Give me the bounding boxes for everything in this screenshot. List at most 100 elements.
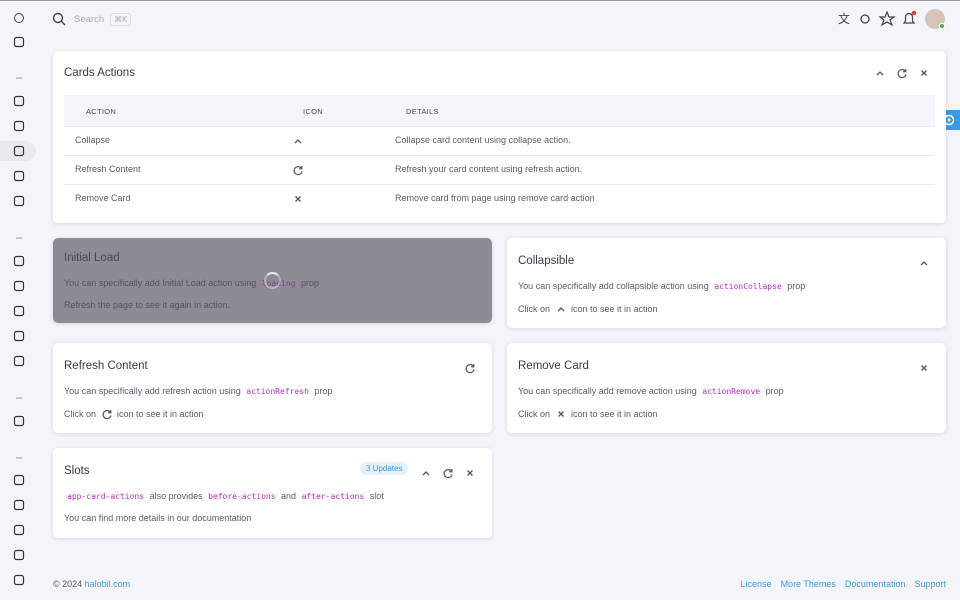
nav-icon[interactable] bbox=[13, 574, 25, 586]
text: You can specifically add remove action u… bbox=[518, 386, 700, 396]
footer-link[interactable]: Support bbox=[914, 579, 946, 589]
code: actionRemove bbox=[702, 386, 761, 396]
up-icon[interactable] bbox=[874, 67, 886, 79]
spinner bbox=[264, 272, 281, 289]
up-icon[interactable] bbox=[420, 467, 432, 479]
actions-card: Cards Actions ACTION ICON DETAILS Collapse Co… bbox=[53, 51, 946, 223]
card-text: You can find more details in our documen… bbox=[64, 513, 251, 523]
nav-icon[interactable] bbox=[13, 95, 25, 107]
nav-icon[interactable] bbox=[13, 145, 25, 157]
nav-icon[interactable] bbox=[13, 12, 25, 24]
nav-icon[interactable] bbox=[13, 450, 25, 462]
x-icon[interactable] bbox=[918, 362, 930, 374]
nav-icon[interactable] bbox=[13, 390, 25, 402]
code: actionCollapse bbox=[714, 281, 782, 291]
column-header: DETAILS bbox=[406, 107, 439, 116]
card-text: app-card-actions also provides before-ac… bbox=[64, 491, 384, 501]
nav-icon[interactable] bbox=[13, 255, 25, 267]
column-header: ACTION bbox=[86, 107, 117, 116]
nav-icon[interactable] bbox=[13, 120, 25, 132]
up-icon[interactable] bbox=[918, 257, 930, 269]
nav-icon[interactable] bbox=[13, 474, 25, 486]
code: actionRefresh bbox=[246, 386, 309, 396]
nav-icon[interactable] bbox=[13, 280, 25, 292]
badge: 3 Updates bbox=[360, 462, 409, 475]
card-text: You can specifically add refresh action … bbox=[64, 386, 332, 396]
row-divider bbox=[64, 184, 935, 185]
row-divider bbox=[64, 155, 935, 156]
card: Remove Card You can specifically add remo… bbox=[507, 343, 946, 433]
x-icon bbox=[557, 411, 564, 417]
text: Click on bbox=[518, 304, 553, 314]
footer-link[interactable]: More Themes bbox=[780, 579, 836, 589]
text: icon to see it in action bbox=[114, 409, 204, 419]
action-cell: Refresh Content bbox=[75, 164, 141, 174]
top-edge bbox=[0, 0, 960, 1]
text: You can specifically add collapsible act… bbox=[518, 281, 712, 291]
action-cell: Collapse bbox=[75, 135, 111, 145]
nav-icon[interactable] bbox=[13, 195, 25, 207]
card-text: You can specifically add remove action u… bbox=[518, 386, 784, 396]
nav-icon[interactable] bbox=[13, 230, 25, 242]
nav-icon[interactable] bbox=[13, 36, 25, 48]
card-title: Cards Actions bbox=[64, 67, 135, 79]
card-title: Collapsible bbox=[518, 255, 575, 267]
theme-icon[interactable] bbox=[860, 14, 870, 24]
code: before-actions bbox=[208, 491, 276, 501]
nav-icon[interactable] bbox=[13, 305, 25, 317]
star-icon[interactable] bbox=[878, 10, 896, 27]
notif-dot bbox=[911, 10, 917, 16]
status-dot bbox=[938, 22, 946, 30]
sidebar bbox=[0, 0, 46, 600]
active-item bbox=[0, 141, 36, 161]
details-cell: Remove card from page using remove card … bbox=[395, 193, 595, 203]
x-icon[interactable] bbox=[464, 467, 476, 479]
text: prop bbox=[763, 386, 784, 396]
nav-icon[interactable] bbox=[13, 355, 25, 367]
text: and bbox=[278, 491, 299, 501]
copyright: © 2024 bbox=[53, 579, 85, 589]
up-icon bbox=[557, 307, 564, 312]
search-placeholder: Search bbox=[74, 13, 105, 25]
card: Collapsible You can specifically add coll… bbox=[507, 238, 946, 328]
footer-link[interactable]: License bbox=[740, 579, 772, 589]
refresh-icon bbox=[102, 410, 112, 420]
refresh-icon[interactable] bbox=[442, 467, 454, 479]
text: icon to see it in action bbox=[568, 304, 658, 314]
text: prop bbox=[311, 386, 333, 396]
card: Slots 3 Updates app-card-actions also prov… bbox=[53, 448, 492, 538]
row-divider bbox=[64, 126, 935, 127]
card: Initial LoadYou can specifically add Ini… bbox=[53, 238, 492, 323]
card-title: Refresh Content bbox=[64, 360, 148, 372]
search[interactable]: Search ⌘K bbox=[52, 10, 132, 28]
text: prop bbox=[784, 281, 806, 291]
bell-icon[interactable] bbox=[902, 12, 916, 24]
nav-icon[interactable] bbox=[13, 170, 25, 182]
table-header bbox=[64, 95, 935, 126]
nav-icon[interactable] bbox=[13, 330, 25, 342]
search-icon bbox=[52, 12, 66, 26]
footer-left: © 2024 halobil.com bbox=[53, 579, 130, 589]
text: slot bbox=[367, 491, 384, 501]
nav-icon[interactable] bbox=[13, 499, 25, 511]
text: Click on bbox=[64, 409, 99, 419]
footer-links: License More Themes Documentation Support bbox=[741, 579, 946, 589]
refresh-icon[interactable] bbox=[464, 362, 476, 374]
nav-icon[interactable] bbox=[13, 70, 25, 82]
details-cell: Refresh your card content using refresh … bbox=[395, 164, 583, 174]
refresh-icon[interactable] bbox=[896, 67, 908, 79]
x-icon[interactable] bbox=[918, 67, 930, 79]
code: after-actions bbox=[301, 491, 365, 501]
card-title: Remove Card bbox=[518, 360, 589, 372]
text: also provides bbox=[147, 491, 206, 501]
nav-icon[interactable] bbox=[13, 415, 25, 427]
text: You can find more details in our documen… bbox=[64, 513, 252, 523]
refresh-icon bbox=[293, 166, 303, 176]
details-cell: Collapse card content using collapse act… bbox=[395, 135, 571, 145]
footer-link[interactable]: Documentation bbox=[844, 579, 906, 589]
nav-icon[interactable] bbox=[13, 549, 25, 561]
nav-icon[interactable] bbox=[13, 524, 25, 536]
action-cell: Remove Card bbox=[75, 193, 131, 203]
card: Refresh Content You can specifically add … bbox=[53, 343, 492, 433]
site-link[interactable]: halobil.com bbox=[84, 579, 131, 589]
